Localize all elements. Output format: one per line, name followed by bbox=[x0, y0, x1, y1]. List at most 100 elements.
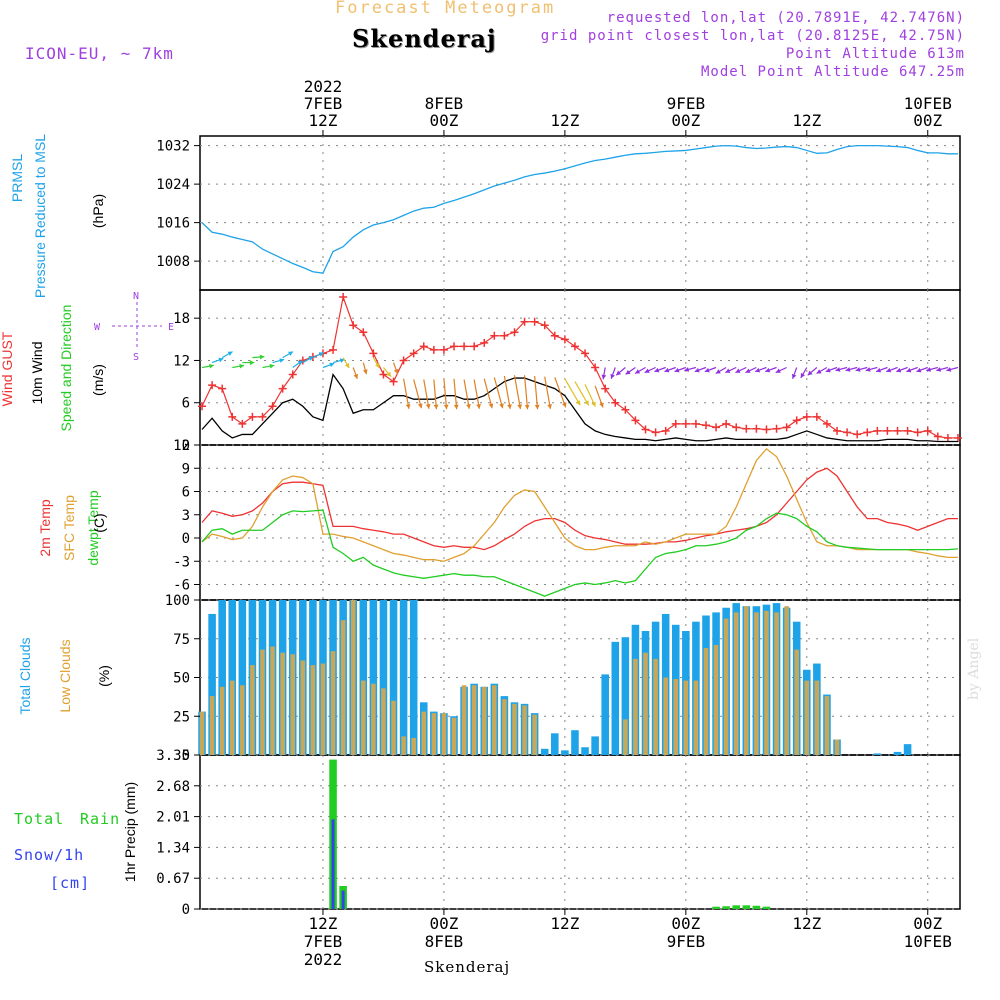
wind-arrow-head bbox=[433, 404, 439, 410]
gust-line bbox=[201, 294, 958, 439]
bottom-time-label: 10FEB bbox=[904, 932, 952, 951]
wind-arrow-head bbox=[694, 367, 700, 373]
low-cloud-bar bbox=[330, 651, 336, 755]
low-cloud-bar bbox=[461, 685, 467, 755]
ytick-label-pressure: 1016 bbox=[156, 216, 190, 232]
low-cloud-bar bbox=[754, 612, 759, 755]
gust-point bbox=[762, 425, 771, 434]
wind-arrow-head bbox=[318, 352, 324, 357]
wind-arrow bbox=[413, 379, 422, 409]
gust-point bbox=[198, 402, 207, 411]
gust-point bbox=[631, 416, 640, 425]
low-cloud-bar bbox=[522, 705, 527, 755]
gust-point bbox=[893, 426, 902, 435]
wind-arrow-head bbox=[227, 351, 233, 356]
top-time-label: 10FEB bbox=[904, 94, 952, 113]
ytick-label-precip: 0 bbox=[182, 902, 190, 918]
gust-point bbox=[943, 433, 952, 442]
ytick-label-cloud: 50 bbox=[173, 671, 190, 687]
wind-speed-line bbox=[201, 372, 958, 443]
ytick-label-wind: 18 bbox=[173, 311, 190, 327]
low-cloud-bar bbox=[310, 665, 316, 755]
total-cloud-bar bbox=[359, 600, 368, 755]
total-cloud-bar bbox=[540, 748, 549, 755]
top-time-label: 12Z bbox=[309, 111, 338, 130]
wind-arrow-head bbox=[575, 400, 581, 406]
total-cloud-bar bbox=[873, 753, 882, 755]
low-cloud-bar bbox=[441, 713, 447, 755]
gust-point bbox=[379, 370, 388, 379]
gust-point bbox=[480, 338, 489, 347]
rain-bar bbox=[712, 906, 720, 909]
ytick-label-pressure: 1024 bbox=[156, 177, 190, 193]
gust-point bbox=[611, 398, 620, 407]
gust-point bbox=[278, 384, 287, 393]
wind-arrow-head bbox=[584, 400, 589, 406]
wind-arrow-head bbox=[936, 367, 942, 372]
low-cloud-bar bbox=[481, 686, 487, 755]
low-cloud-bar bbox=[451, 717, 457, 755]
wind-arrow bbox=[433, 379, 438, 410]
wind-arrow-head bbox=[339, 358, 345, 363]
low-cloud-bar bbox=[290, 654, 295, 755]
low-cloud-bar bbox=[240, 685, 245, 755]
wind-arrow-head bbox=[375, 363, 380, 369]
gust-point bbox=[581, 349, 590, 358]
total-cloud-bar bbox=[601, 674, 609, 755]
total-cloud-bar bbox=[561, 750, 569, 755]
low-cloud-bar bbox=[774, 612, 779, 755]
wind-arrow bbox=[493, 377, 504, 409]
ytick-label-temp: -6 bbox=[173, 578, 190, 594]
meteogram-title: Forecast Meteogram bbox=[335, 0, 556, 18]
wind-arrow-head bbox=[865, 367, 871, 372]
low-cloud-bar bbox=[492, 685, 497, 755]
low-cloud-bar bbox=[411, 737, 416, 755]
wind-arrow-head bbox=[725, 368, 731, 373]
wind-arrow bbox=[574, 381, 590, 406]
low-cloud-bar bbox=[250, 665, 255, 755]
gust-point bbox=[369, 349, 378, 358]
wind-arrow-head bbox=[524, 404, 530, 410]
total-cloud-bar bbox=[379, 600, 388, 755]
wind-arrow-head bbox=[353, 373, 359, 379]
gust-point bbox=[782, 423, 791, 432]
bottom-time-label: 9FEB bbox=[667, 932, 706, 951]
wind-arrow-head bbox=[534, 404, 540, 410]
wind-arrow bbox=[463, 379, 470, 409]
low-cloud-bar bbox=[834, 739, 840, 755]
bottom-time-label: 8FEB bbox=[425, 932, 464, 951]
wind-arrow-head bbox=[916, 367, 922, 373]
ytick-label-pressure: 1032 bbox=[156, 139, 190, 155]
low-cloud-bar bbox=[794, 649, 799, 755]
wind-arrow-head bbox=[308, 356, 314, 361]
snow-bar bbox=[331, 819, 335, 909]
compass-e: E bbox=[168, 322, 174, 333]
bottom-time-label: 12Z bbox=[309, 914, 338, 933]
gust-point bbox=[822, 419, 831, 428]
gust-point bbox=[208, 381, 217, 390]
low-cloud-bar bbox=[350, 600, 356, 755]
wind-arrow-head bbox=[507, 404, 512, 409]
low-cloud-bar bbox=[431, 713, 437, 755]
gust-point bbox=[752, 424, 761, 433]
wind-arrow-head bbox=[896, 367, 902, 373]
ytick-label-pressure: 1008 bbox=[156, 254, 190, 270]
low-cloud-bar bbox=[512, 703, 517, 755]
total-cloud-bar bbox=[218, 600, 226, 755]
panel-frame-precip bbox=[199, 754, 961, 910]
wind-arrow-head bbox=[745, 368, 751, 373]
wind-arrow-head bbox=[259, 354, 265, 360]
gust-point bbox=[601, 384, 610, 393]
low-cloud-bar bbox=[673, 679, 679, 755]
wind-arrow-head bbox=[644, 368, 650, 373]
top-time-label: 00Z bbox=[913, 111, 942, 130]
bottom-time-label: 00Z bbox=[671, 914, 700, 933]
wind-arrow-head bbox=[791, 373, 797, 379]
low-cloud-bar bbox=[693, 680, 699, 755]
gust-point bbox=[863, 428, 872, 437]
ytick-label-cloud: 75 bbox=[173, 632, 190, 648]
wind-arrow-head bbox=[218, 357, 224, 363]
ytick-label-cloud: 100 bbox=[165, 593, 190, 609]
total-cloud-bar bbox=[903, 744, 912, 755]
wind-arrow-head bbox=[561, 402, 567, 408]
